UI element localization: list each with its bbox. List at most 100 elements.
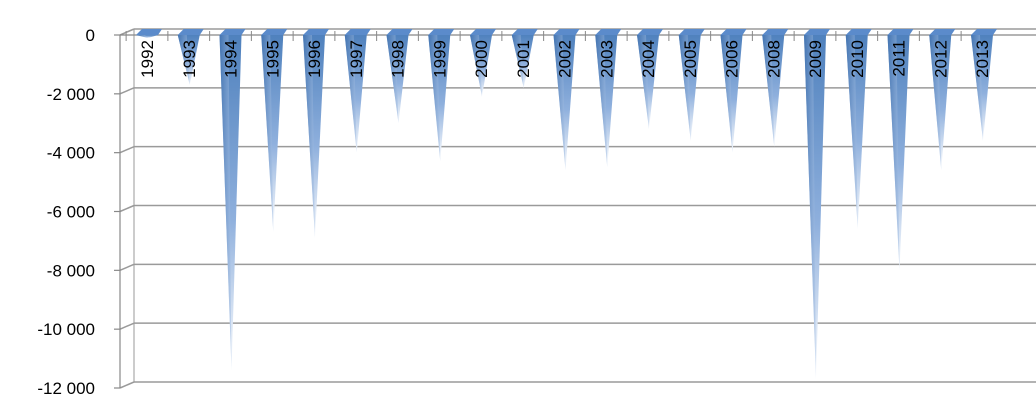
x-tick-label: 1994	[222, 40, 241, 78]
bar-cap	[470, 29, 496, 35]
bar	[428, 29, 455, 162]
gridline-depth	[119, 263, 135, 272]
gridline-depth	[119, 87, 135, 95]
bar	[762, 29, 789, 147]
bar-cap	[637, 29, 663, 35]
bar-cone-shade	[720, 35, 733, 153]
x-tick-label: 2013	[973, 40, 992, 78]
bar-cap	[887, 29, 914, 35]
y-tick-label: -12 000	[37, 379, 95, 398]
bar	[720, 29, 747, 153]
bar	[386, 29, 413, 124]
bar-cone-shade	[637, 35, 649, 130]
bar-cap	[971, 29, 997, 35]
bar-cap	[386, 29, 413, 35]
x-tick-label: 2008	[764, 40, 783, 78]
bar-cap	[845, 29, 872, 35]
gridlines	[119, 28, 1036, 389]
bar-cap	[804, 29, 830, 35]
bar-cone-shade	[762, 35, 775, 147]
bar-cap	[344, 29, 371, 35]
x-tick-label: 1996	[305, 40, 324, 78]
bar-cone-shade	[511, 35, 524, 88]
x-tick-label: 2009	[806, 40, 825, 78]
x-tick-label: 2000	[472, 40, 491, 78]
bar-cap	[762, 29, 789, 35]
x-tick-label: 2001	[514, 40, 533, 78]
y-axis-tick-labels: 0 -2 000 -4 000 -6 000 -8 000 -10 000 -12 000	[37, 26, 95, 398]
bar-cap	[553, 29, 580, 35]
bar-cap	[595, 29, 622, 35]
bar	[971, 29, 997, 141]
bar	[595, 29, 622, 168]
bar	[845, 29, 872, 230]
bar	[678, 29, 705, 141]
bar-cone-shade	[845, 35, 858, 230]
bar	[303, 29, 329, 238]
bar	[929, 29, 956, 171]
y-tick-label: -6 000	[47, 203, 95, 222]
gridline-depth	[119, 145, 135, 154]
bar-cap	[219, 29, 246, 35]
y-tick-label: -4 000	[47, 144, 95, 163]
bar-cone-shade	[887, 35, 900, 271]
x-tick-label: 1999	[430, 40, 449, 78]
bar-cone-shade	[595, 35, 608, 168]
x-tick-label: 2005	[681, 40, 700, 78]
bar-cone-shade	[344, 35, 357, 153]
x-tick-label: 1995	[263, 40, 282, 78]
bar	[637, 29, 663, 130]
x-tick-label: 1997	[347, 40, 366, 78]
bar-cap	[303, 29, 329, 35]
x-tick-label: 2006	[723, 40, 742, 78]
bar-cap	[177, 29, 204, 35]
bar	[177, 29, 204, 86]
gridline-depth	[119, 28, 135, 36]
bar-cap	[428, 29, 455, 35]
y-tick-label: -8 000	[47, 261, 95, 280]
gridline-depth	[119, 322, 135, 330]
x-tick-label: 2012	[931, 40, 950, 78]
bar-cone-shade	[428, 35, 441, 162]
bar-cone-shade	[971, 35, 983, 141]
bar-cone-shade	[470, 35, 482, 97]
gridline-depth	[119, 381, 135, 389]
bar	[511, 29, 538, 88]
bar	[136, 29, 162, 38]
x-tick-label: 2002	[556, 40, 575, 78]
y-tick-label: 0	[86, 26, 95, 45]
bar	[470, 29, 496, 97]
bar-cone-shade	[929, 35, 942, 171]
bar	[261, 29, 288, 233]
bar	[887, 29, 914, 271]
x-tick-label: 2003	[597, 40, 616, 78]
bar-cap	[261, 29, 288, 35]
bar-cone-shade	[553, 35, 566, 171]
bar-cone-shade	[177, 35, 190, 86]
bar	[553, 29, 580, 171]
bar-cone-shade	[136, 35, 148, 38]
bar-cap	[678, 29, 705, 35]
bar-cone-shade	[386, 35, 399, 124]
gridline-depth	[119, 204, 135, 213]
bar-cap	[511, 29, 538, 35]
bar-cone-shade	[804, 35, 816, 380]
y-tick-label: -10 000	[37, 320, 95, 339]
x-axis-tick-labels: 1992 1993 1994 1995 1996 1997 1998 1999 2000 2001…	[138, 40, 992, 78]
bar-cone-shade	[303, 35, 315, 238]
bars	[136, 29, 997, 380]
bar-cap	[136, 29, 162, 35]
bar	[344, 29, 371, 153]
x-tick-label: 2010	[848, 40, 867, 78]
x-tick-label: 2011	[890, 40, 909, 77]
bar-cone-shade	[219, 35, 232, 371]
x-tick-label: 1998	[389, 40, 408, 78]
bar-cone-shade	[678, 35, 691, 141]
bar-cap	[720, 29, 747, 35]
x-tick-label: 2004	[639, 40, 658, 78]
x-tick-label: 1993	[180, 40, 199, 78]
bar-cone-shade	[261, 35, 274, 233]
bar-cap	[929, 29, 956, 35]
